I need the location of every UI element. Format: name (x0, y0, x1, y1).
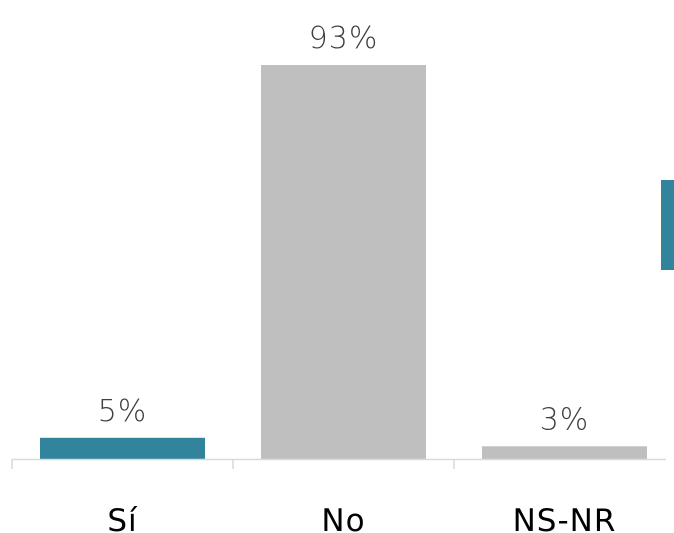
bar-ns-nr (482, 446, 647, 459)
value-label-ns-nr: 3% (540, 402, 590, 437)
bars-group (40, 65, 647, 459)
value-label-no: 93% (309, 21, 379, 56)
bar-no (261, 65, 426, 459)
category-label-si: Sí (107, 503, 138, 533)
x-axis (11, 458, 666, 469)
category-label-ns-nr: NS-NR (513, 503, 617, 533)
bar-si (40, 437, 205, 459)
value-label-si: 5% (98, 394, 148, 429)
category-labels-group: Sí No NS-NR (107, 503, 617, 533)
category-label-no: No (321, 503, 365, 533)
value-labels-group: 5% 93% 3% (98, 21, 590, 437)
legend-swatch-cropped (661, 180, 674, 270)
